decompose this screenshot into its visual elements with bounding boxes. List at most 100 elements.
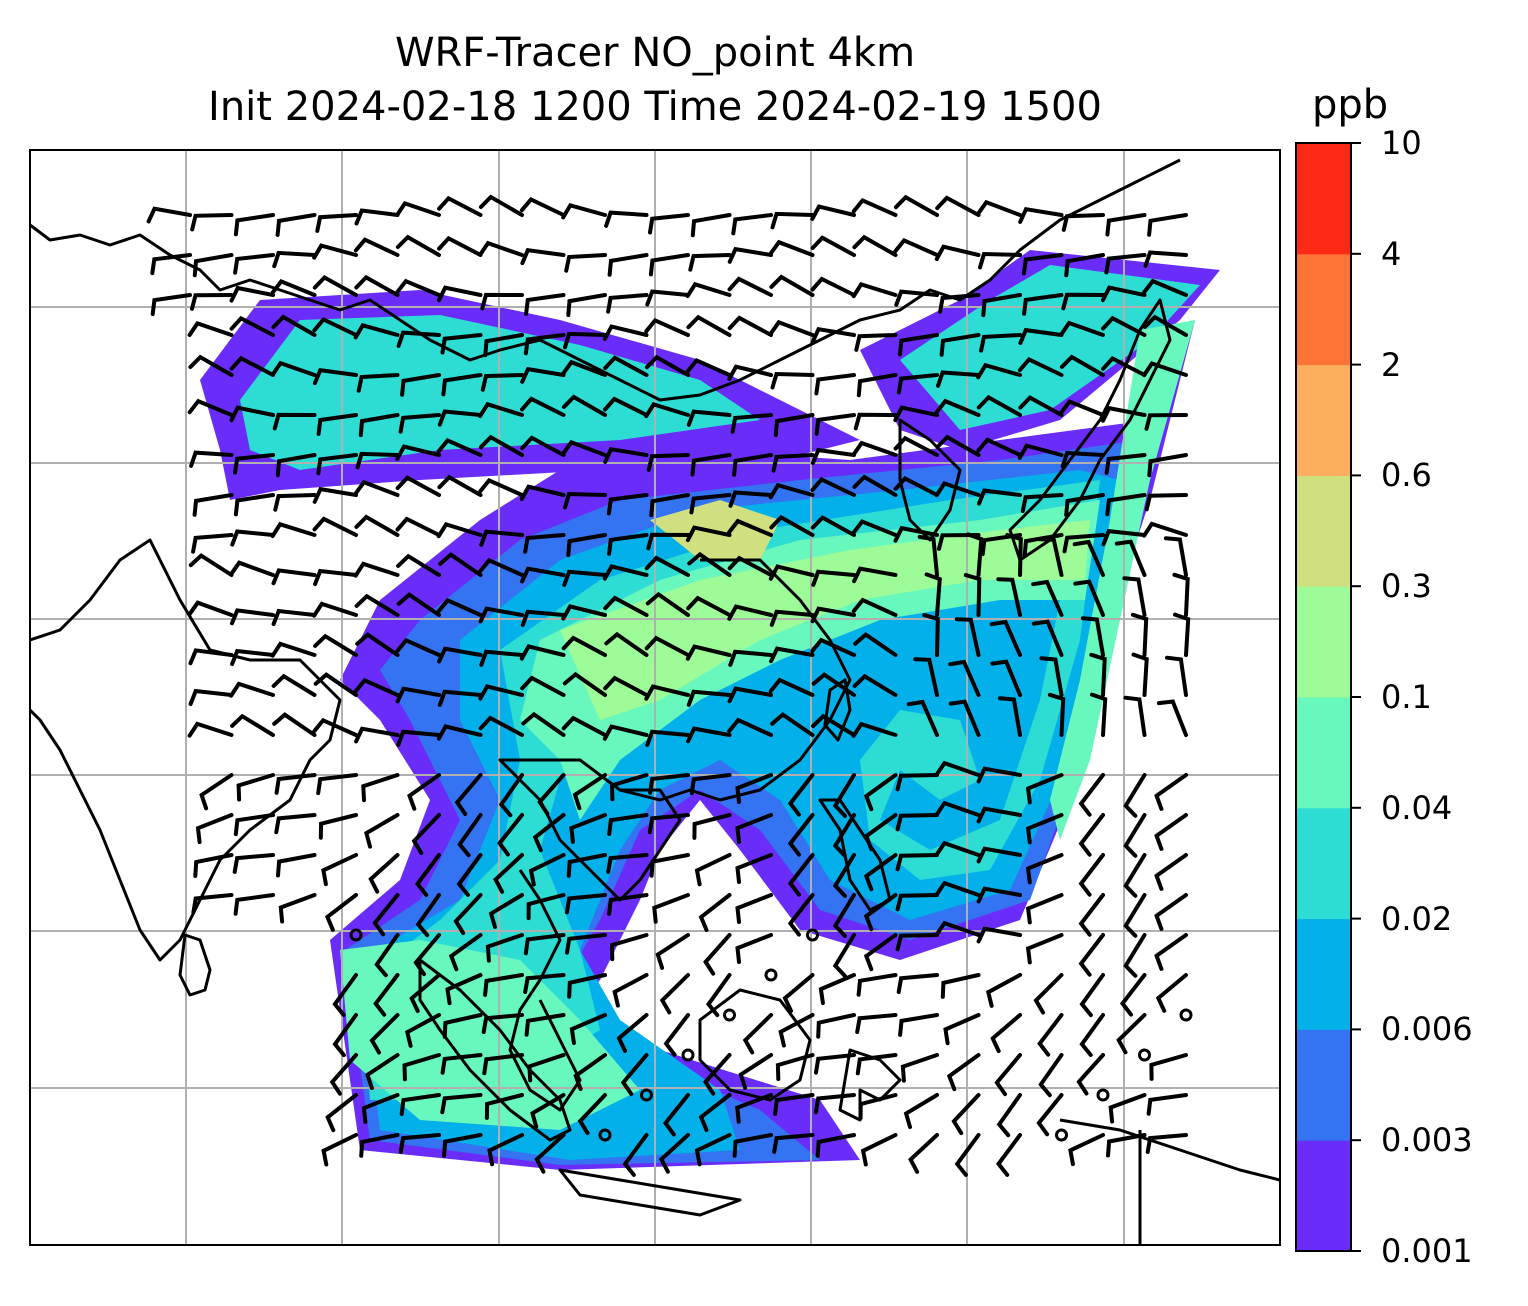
wind-barb — [146, 206, 192, 224]
wind-barb — [236, 773, 275, 802]
wind-barb — [271, 673, 317, 697]
wind-barb — [768, 564, 815, 581]
wind-barb — [312, 243, 358, 260]
wind-barb — [976, 886, 1022, 904]
wind-barb — [321, 1133, 358, 1167]
wind-barb — [896, 373, 939, 395]
wind-barb — [399, 1093, 441, 1116]
wind-barb — [480, 292, 524, 311]
wind-barb — [1156, 699, 1188, 737]
wind-barb — [607, 253, 649, 277]
colorbar-unit-label: ppb — [1312, 82, 1389, 128]
wind-barb — [924, 572, 942, 617]
wind-barb — [1062, 533, 1105, 554]
wind-barb — [690, 213, 732, 238]
wind-barb — [413, 933, 441, 977]
wind-barb — [1078, 813, 1105, 857]
wind-barb — [934, 760, 981, 777]
wind-barb — [1122, 576, 1147, 617]
wind-barb — [274, 773, 317, 795]
wind-barb — [963, 573, 982, 617]
wind-barb — [727, 717, 773, 737]
wind-barb — [1005, 533, 1023, 577]
wind-barb — [778, 1013, 815, 1048]
wind-barb — [1025, 813, 1064, 845]
wind-barb — [814, 413, 856, 436]
wind-barb — [278, 893, 317, 924]
wind-barb — [481, 1013, 524, 1034]
wind-barb — [1154, 893, 1188, 931]
colorbar-band — [1296, 253, 1351, 366]
wind-barb — [274, 813, 317, 835]
wind-barb — [270, 521, 317, 539]
wind-barb — [606, 293, 649, 314]
wind-barb — [893, 435, 939, 457]
wind-barb — [353, 237, 400, 257]
wind-barb — [359, 1133, 400, 1158]
wind-barb — [478, 194, 524, 217]
wind-barb — [440, 1093, 483, 1115]
wind-barb — [1154, 773, 1188, 811]
wind-barb — [934, 800, 981, 817]
wind-barb — [485, 933, 524, 963]
wind-barb — [478, 684, 524, 701]
wind-barb — [702, 1053, 732, 1096]
wind-barb — [316, 413, 358, 436]
wind-barb — [498, 773, 524, 818]
wind-barb — [395, 201, 441, 217]
wind-barb — [436, 522, 483, 539]
wind-barb — [365, 1053, 400, 1091]
wind-barb — [771, 453, 815, 473]
wind-barb — [1021, 253, 1064, 276]
wind-barb — [396, 553, 441, 577]
calm-wind-markers — [349, 928, 1193, 1142]
colorbar-tick-label: 0.6 — [1381, 456, 1432, 495]
wind-barb — [903, 1093, 939, 1129]
wind-barb — [1018, 206, 1064, 224]
coastline-north-asia — [30, 158, 1181, 402]
wind-barb — [1072, 539, 1105, 577]
wind-barb — [893, 194, 939, 217]
colorbar-tick-label: 0.02 — [1381, 899, 1453, 938]
wind-barb — [787, 813, 815, 857]
wind-barb — [997, 696, 1022, 737]
wind-barb — [694, 1133, 732, 1167]
wind-barb — [851, 519, 898, 537]
wind-barb — [851, 282, 898, 299]
wind-barb — [727, 686, 773, 704]
wind-barb — [353, 322, 400, 340]
wind-barb — [1025, 773, 1064, 805]
wind-barb — [1037, 1013, 1064, 1057]
wind-barb — [372, 893, 400, 937]
wind-barb — [1033, 973, 1064, 1015]
wind-barb — [519, 484, 566, 501]
wind-barb — [852, 234, 898, 257]
wind-barb — [523, 333, 566, 356]
wind-barb — [404, 1013, 441, 1048]
wind-barb — [1104, 253, 1147, 275]
wind-barb — [1116, 1013, 1147, 1055]
wind-barb — [646, 532, 690, 551]
wind-barb — [565, 933, 607, 955]
tracer-south-band — [340, 940, 640, 1130]
wind-barb — [644, 402, 690, 419]
wind-barb — [738, 1053, 773, 1090]
wind-barb — [685, 644, 732, 661]
wind-barb — [395, 278, 441, 297]
wind-barb — [851, 440, 898, 457]
wind-barb — [863, 893, 898, 932]
wind-barb — [687, 551, 732, 577]
wind-barb — [622, 1133, 649, 1177]
wind-barb — [520, 566, 566, 584]
wind-barb — [188, 688, 234, 706]
wind-barb — [735, 893, 773, 924]
wind-barb — [1059, 354, 1105, 377]
wind-barb — [561, 715, 607, 737]
wind-barb — [270, 360, 317, 377]
wind-barb — [1059, 320, 1105, 337]
tracer-eastern-band — [1050, 320, 1195, 840]
colorbar-tick-label: 0.006 — [1381, 1010, 1473, 1049]
wind-barb — [368, 853, 400, 894]
coastline-korea — [898, 418, 962, 542]
wind-barb — [732, 1133, 773, 1158]
